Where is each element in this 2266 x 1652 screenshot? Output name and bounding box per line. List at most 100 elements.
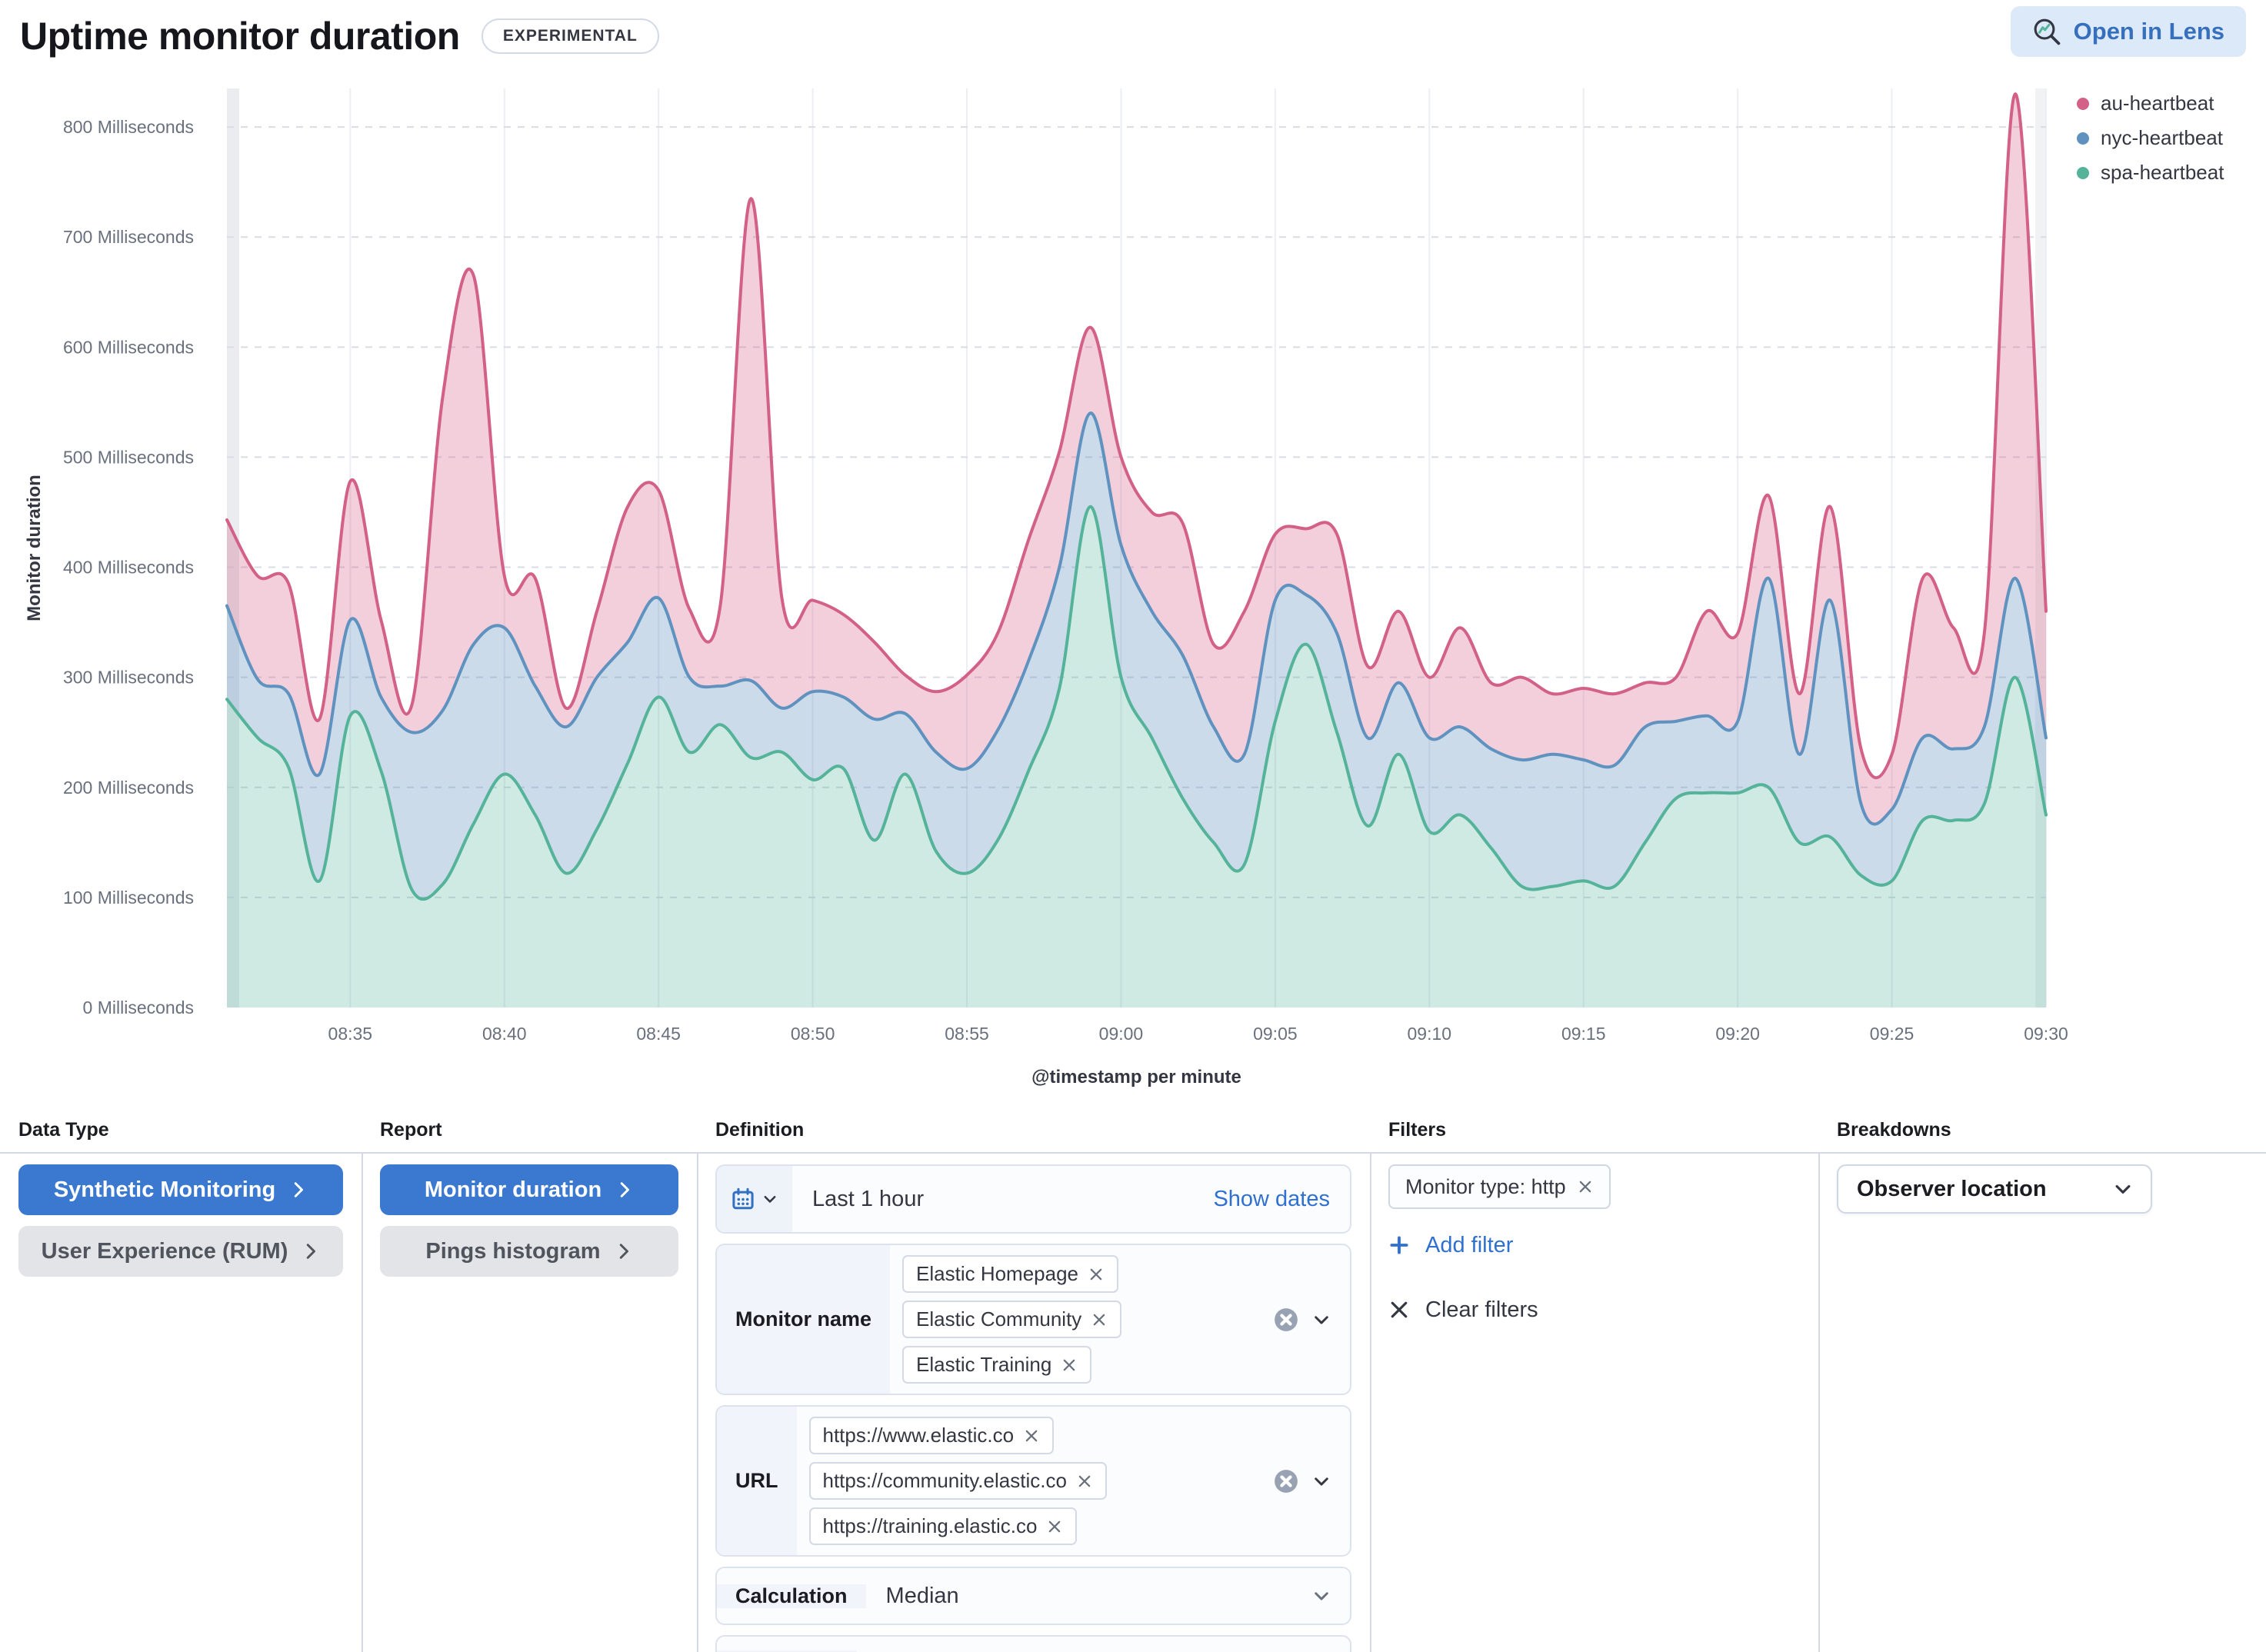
data-type-user-experience-rum-button[interactable]: User Experience (RUM)	[18, 1226, 343, 1277]
svg-text:0 Milliseconds: 0 Milliseconds	[83, 998, 194, 1018]
breakdown-select[interactable]: Observer location	[1837, 1164, 2152, 1214]
data-type-panel: Data Type Synthetic Monitoring User Exper…	[0, 1107, 362, 1652]
column-divider	[697, 1152, 698, 1652]
data-type-label: Synthetic Monitoring	[53, 1177, 276, 1202]
svg-text:09:25: 09:25	[1870, 1024, 1914, 1044]
filters-panel: Filters Monitor type: http Add filter Cl…	[1370, 1107, 1818, 1652]
svg-text:09:05: 09:05	[1253, 1024, 1298, 1044]
chevron-right-icon	[615, 1181, 634, 1199]
svg-text:200 Milliseconds: 200 Milliseconds	[63, 778, 194, 798]
remove-chip-icon[interactable]	[1046, 1518, 1063, 1535]
show-dates-link[interactable]: Show dates	[1213, 1186, 1330, 1211]
remove-chip-icon[interactable]	[1577, 1178, 1594, 1195]
legend-item-spa-heartbeat[interactable]: spa-heartbeat	[2077, 155, 2224, 190]
monitor-name-chip-label: Elastic Homepage	[916, 1262, 1079, 1285]
svg-text:500 Milliseconds: 500 Milliseconds	[63, 447, 194, 467]
chevron-right-icon	[615, 1242, 633, 1261]
clear-selection-icon[interactable]	[1273, 1307, 1299, 1333]
remove-chip-icon[interactable]	[1023, 1427, 1040, 1444]
chevron-down-icon	[1311, 1586, 1350, 1606]
svg-text:08:55: 08:55	[945, 1024, 989, 1044]
breakdowns-header: Breakdowns	[1837, 1118, 1951, 1141]
chart-type-select[interactable]: Chart type Area stacked	[715, 1635, 1351, 1652]
column-divider	[1818, 1152, 1820, 1652]
url-field[interactable]: URL https://www.elastic.co https://commun…	[715, 1405, 1351, 1557]
calculation-label: Calculation	[717, 1584, 866, 1608]
date-picker[interactable]: Last 1 hour Show dates	[715, 1164, 1351, 1234]
legend-item-nyc-heartbeat[interactable]: nyc-heartbeat	[2077, 121, 2224, 155]
calculation-select[interactable]: Calculation Median	[715, 1567, 1351, 1625]
legend-color-dot	[2077, 132, 2089, 145]
svg-text:08:40: 08:40	[482, 1024, 527, 1044]
monitor-name-chip[interactable]: Elastic Training	[902, 1346, 1092, 1384]
filter-pill[interactable]: Monitor type: http	[1388, 1164, 1611, 1209]
data-type-label: User Experience (RUM)	[41, 1238, 288, 1264]
legend-color-dot	[2077, 97, 2089, 110]
legend-color-dot	[2077, 166, 2089, 179]
url-chip-label: https://training.elastic.co	[822, 1514, 1038, 1537]
chevron-down-icon	[2112, 1178, 2134, 1200]
chart-type-label: Chart type	[717, 1650, 857, 1652]
open-in-lens-label: Open in Lens	[2073, 18, 2224, 45]
legend-label: nyc-heartbeat	[2101, 126, 2223, 149]
report-label: Pings histogram	[425, 1238, 601, 1264]
add-filter-button[interactable]: Add filter	[1388, 1227, 1800, 1263]
remove-chip-icon[interactable]	[1091, 1311, 1108, 1328]
clear-selection-icon[interactable]	[1273, 1468, 1299, 1494]
svg-text:08:45: 08:45	[636, 1024, 681, 1044]
legend-label: spa-heartbeat	[2101, 161, 2224, 184]
breakdown-value: Observer location	[1857, 1176, 2047, 1201]
date-range-value[interactable]: Last 1 hour	[812, 1186, 925, 1211]
legend-item-au-heartbeat[interactable]: au-heartbeat	[2077, 86, 2224, 121]
report-monitor-duration-button[interactable]: Monitor duration	[380, 1164, 678, 1215]
add-filter-label: Add filter	[1425, 1232, 1514, 1257]
chevron-down-icon[interactable]	[1311, 1471, 1331, 1491]
clear-filters-button[interactable]: Clear filters	[1388, 1292, 1800, 1327]
svg-text:300 Milliseconds: 300 Milliseconds	[63, 668, 194, 688]
svg-text:600 Milliseconds: 600 Milliseconds	[63, 337, 194, 357]
data-type-header: Data Type	[18, 1118, 109, 1141]
chevron-right-icon	[302, 1242, 320, 1261]
configuration-panels: Data Type Synthetic Monitoring User Exper…	[0, 1107, 2266, 1652]
definition-panel: Definition	[697, 1107, 1370, 1652]
monitor-name-chip-label: Elastic Training	[916, 1353, 1052, 1376]
svg-text:09:10: 09:10	[1408, 1024, 1452, 1044]
svg-text:09:00: 09:00	[1099, 1024, 1144, 1044]
chevron-right-icon	[289, 1181, 308, 1199]
plus-icon	[1388, 1234, 1410, 1256]
filter-pill-label: Monitor type: http	[1405, 1174, 1566, 1198]
chevron-down-icon[interactable]	[1311, 1310, 1331, 1330]
url-chip[interactable]: https://www.elastic.co	[808, 1417, 1055, 1454]
remove-chip-icon[interactable]	[1088, 1266, 1105, 1283]
date-picker-quick-menu[interactable]	[717, 1166, 792, 1232]
svg-text:09:15: 09:15	[1561, 1024, 1606, 1044]
report-header: Report	[380, 1118, 442, 1141]
legend-label: au-heartbeat	[2101, 92, 2214, 115]
data-type-synthetic-monitoring-button[interactable]: Synthetic Monitoring	[18, 1164, 343, 1215]
calculation-value: Median	[885, 1583, 959, 1608]
url-chip[interactable]: https://training.elastic.co	[808, 1507, 1078, 1545]
page-title: Uptime monitor duration	[20, 15, 460, 58]
report-panel: Report Monitor duration Pings histogram	[362, 1107, 697, 1652]
url-chip[interactable]: https://community.elastic.co	[808, 1462, 1107, 1500]
filters-header: Filters	[1388, 1118, 1447, 1141]
column-divider	[1370, 1152, 1371, 1652]
svg-text:08:35: 08:35	[328, 1024, 373, 1044]
open-in-lens-button[interactable]: Open in Lens	[2010, 6, 2246, 57]
calendar-icon	[731, 1187, 755, 1211]
remove-chip-icon[interactable]	[1061, 1357, 1078, 1374]
monitor-name-chip[interactable]: Elastic Homepage	[902, 1255, 1119, 1293]
monitor-name-field[interactable]: Monitor name Elastic Homepage Elastic Com…	[715, 1244, 1351, 1395]
monitor-name-chip[interactable]: Elastic Community	[902, 1301, 1122, 1338]
column-divider	[362, 1152, 363, 1652]
page-header: Uptime monitor duration EXPERIMENTAL Ope…	[0, 0, 2266, 77]
definition-header: Definition	[715, 1118, 805, 1141]
report-pings-histogram-button[interactable]: Pings histogram	[380, 1226, 678, 1277]
lens-icon	[2032, 17, 2061, 46]
svg-text:800 Milliseconds: 800 Milliseconds	[63, 117, 194, 137]
svg-text:09:20: 09:20	[1715, 1024, 1760, 1044]
panels-divider	[0, 1152, 2266, 1154]
remove-chip-icon[interactable]	[1076, 1473, 1093, 1490]
